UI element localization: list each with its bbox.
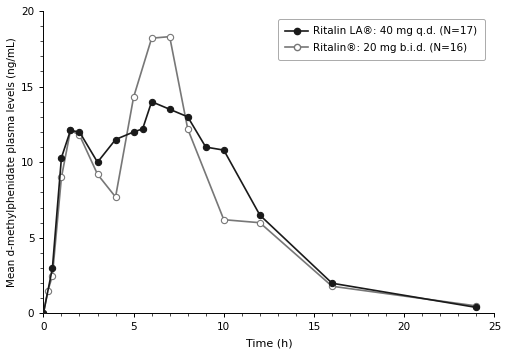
X-axis label: Time (h): Time (h) [245,338,292,348]
Legend: Ritalin LA®: 40 mg q.d. (N=17), Ritalin®: 20 mg b.i.d. (N=16): Ritalin LA®: 40 mg q.d. (N=17), Ritalin®… [278,19,485,60]
Y-axis label: Mean d-methylphenidate plasma levels (ng/mL): Mean d-methylphenidate plasma levels (ng… [7,37,17,287]
